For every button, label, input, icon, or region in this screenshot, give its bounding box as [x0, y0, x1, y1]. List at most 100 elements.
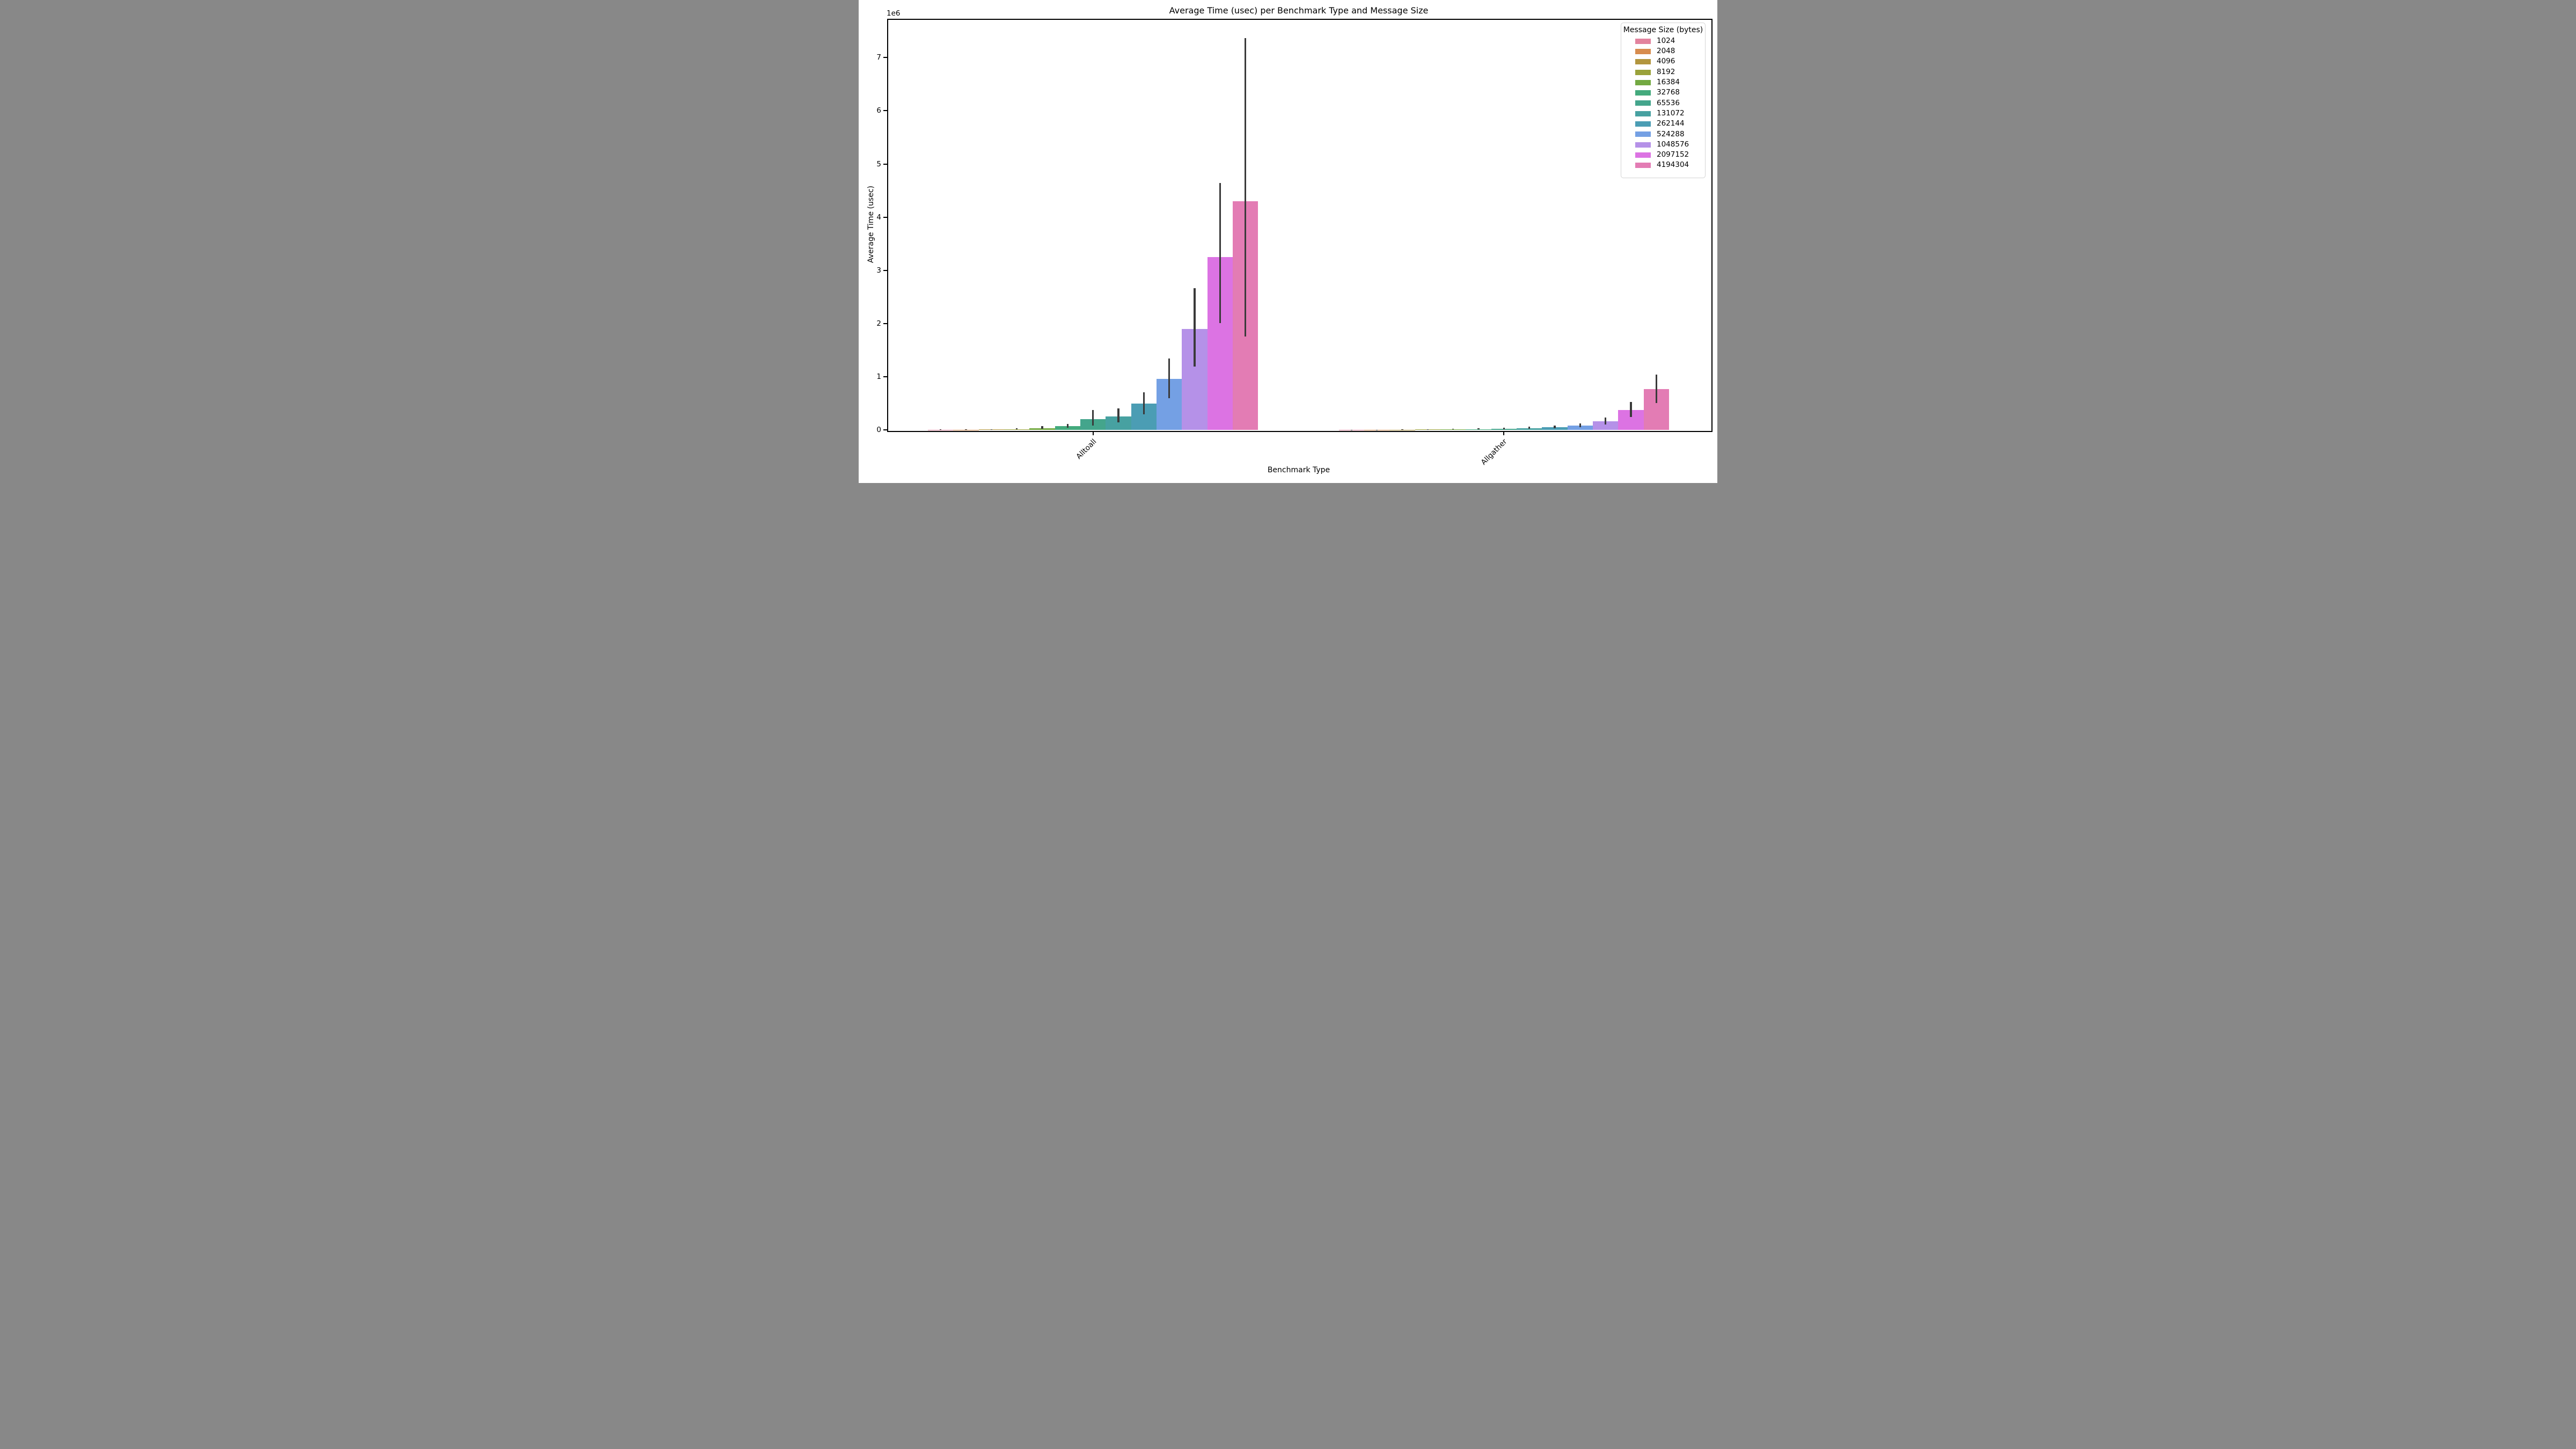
legend-swatch	[1635, 111, 1651, 116]
legend-entry: 524288	[1621, 129, 1705, 140]
legend-swatch	[1635, 100, 1651, 106]
x-tick-label: Allgather	[1479, 437, 1509, 467]
error-bar	[1503, 427, 1505, 429]
y-tick-label: 7	[876, 53, 881, 62]
x-tick	[1503, 431, 1505, 435]
legend-entry: 8192	[1621, 67, 1705, 77]
x-axis-title: Benchmark Type	[1267, 466, 1330, 474]
legend-label: 32768	[1657, 88, 1680, 97]
y-tick	[883, 376, 888, 377]
x-tick	[1092, 431, 1094, 435]
bar	[1516, 428, 1542, 430]
legend-entry: 2097152	[1621, 150, 1705, 160]
error-bar	[1554, 425, 1556, 429]
legend-entry: 1024	[1621, 36, 1705, 46]
legend-swatch	[1635, 90, 1651, 96]
bar	[1592, 421, 1619, 430]
y-tick-label: 5	[876, 159, 881, 169]
chart-title: Average Time (usec) per Benchmark Type a…	[1169, 5, 1429, 16]
legend-swatch	[1635, 48, 1651, 54]
legend-swatch	[1635, 121, 1651, 127]
bar	[1415, 429, 1440, 430]
legend-swatch	[1635, 59, 1651, 65]
legend-label: 4194304	[1657, 160, 1689, 170]
legend-swatch	[1635, 38, 1651, 44]
error-bar	[1168, 358, 1170, 398]
legend-label: 16384	[1657, 78, 1680, 87]
x-tick-label: Alltoall	[1074, 437, 1099, 461]
legend-swatch	[1635, 163, 1651, 169]
legend-label: 524288	[1657, 129, 1685, 138]
bar	[1029, 428, 1055, 430]
legend-entry: 65536	[1621, 98, 1705, 108]
legend-entry: 131072	[1621, 108, 1705, 119]
bar	[1567, 425, 1593, 430]
legend-swatch	[1635, 152, 1651, 158]
legend-swatch	[1635, 79, 1651, 85]
error-bar	[1092, 409, 1094, 426]
y-tick-label: 1	[876, 372, 881, 381]
y-tick	[883, 323, 888, 324]
error-bar	[1401, 429, 1403, 430]
legend-label: 1024	[1657, 36, 1675, 45]
legend-entries: 1024 2048 4096 8192 16384 32768 65536 131072 262…	[1621, 36, 1705, 171]
error-bar	[1426, 429, 1429, 430]
legend-label: 2097152	[1657, 150, 1689, 159]
error-bar	[1219, 183, 1221, 323]
error-bar	[940, 429, 942, 430]
legend-entry: 4096	[1621, 57, 1705, 67]
error-bar	[1016, 428, 1018, 430]
legend: Message Size (bytes) 1024 2048 4096 8192 163…	[1621, 23, 1706, 178]
y-tick-label: 3	[876, 266, 881, 275]
y-tick	[883, 269, 888, 271]
error-bar	[1041, 426, 1043, 429]
legend-label: 2048	[1657, 47, 1675, 56]
bar	[1542, 427, 1568, 430]
plot-area	[887, 19, 1713, 432]
error-bar	[1579, 423, 1581, 428]
y-tick	[883, 110, 888, 112]
legend-entry: 1048576	[1621, 140, 1705, 150]
error-bar	[1117, 408, 1119, 422]
y-axis-title: Average Time (usec)	[867, 185, 875, 264]
bar	[1466, 429, 1491, 430]
bar	[1004, 429, 1030, 430]
figure: Average Time (usec) per Benchmark Type a…	[859, 0, 1717, 483]
error-bar	[1194, 288, 1196, 367]
error-bar	[1528, 427, 1531, 429]
error-bar	[1452, 428, 1454, 430]
error-bar	[1244, 38, 1247, 336]
y-tick	[883, 57, 888, 58]
y-tick-label: 4	[876, 213, 881, 222]
error-bar	[1477, 428, 1480, 430]
legend-entry: 4194304	[1621, 160, 1705, 171]
legend-label: 8192	[1657, 67, 1675, 76]
legend-entry: 32768	[1621, 87, 1705, 98]
error-bar	[1604, 418, 1607, 425]
error-bar	[990, 429, 993, 430]
y-tick-label: 2	[876, 319, 881, 328]
legend-label: 4096	[1657, 57, 1675, 66]
legend-entry: 16384	[1621, 77, 1705, 87]
legend-entry: 262144	[1621, 119, 1705, 129]
legend-label: 131072	[1657, 108, 1685, 118]
bar	[1055, 426, 1081, 430]
y-tick-label: 0	[876, 426, 881, 434]
y-tick	[883, 216, 888, 218]
error-bar	[1655, 374, 1657, 404]
bar	[1491, 429, 1517, 430]
error-bar	[1066, 424, 1069, 428]
legend-swatch	[1635, 69, 1651, 75]
legend-swatch	[1635, 142, 1651, 148]
y-tick-label: 6	[876, 106, 881, 115]
error-bar	[965, 429, 967, 430]
legend-title: Message Size (bytes)	[1623, 26, 1703, 34]
y-axis-offset-text: 1e6	[887, 9, 901, 18]
legend-label: 262144	[1657, 119, 1685, 128]
legend-label: 65536	[1657, 98, 1680, 107]
error-bar	[1143, 392, 1145, 415]
y-tick	[883, 429, 888, 430]
y-tick	[883, 163, 888, 165]
legend-label: 1048576	[1657, 140, 1689, 149]
error-bar	[1630, 402, 1632, 418]
